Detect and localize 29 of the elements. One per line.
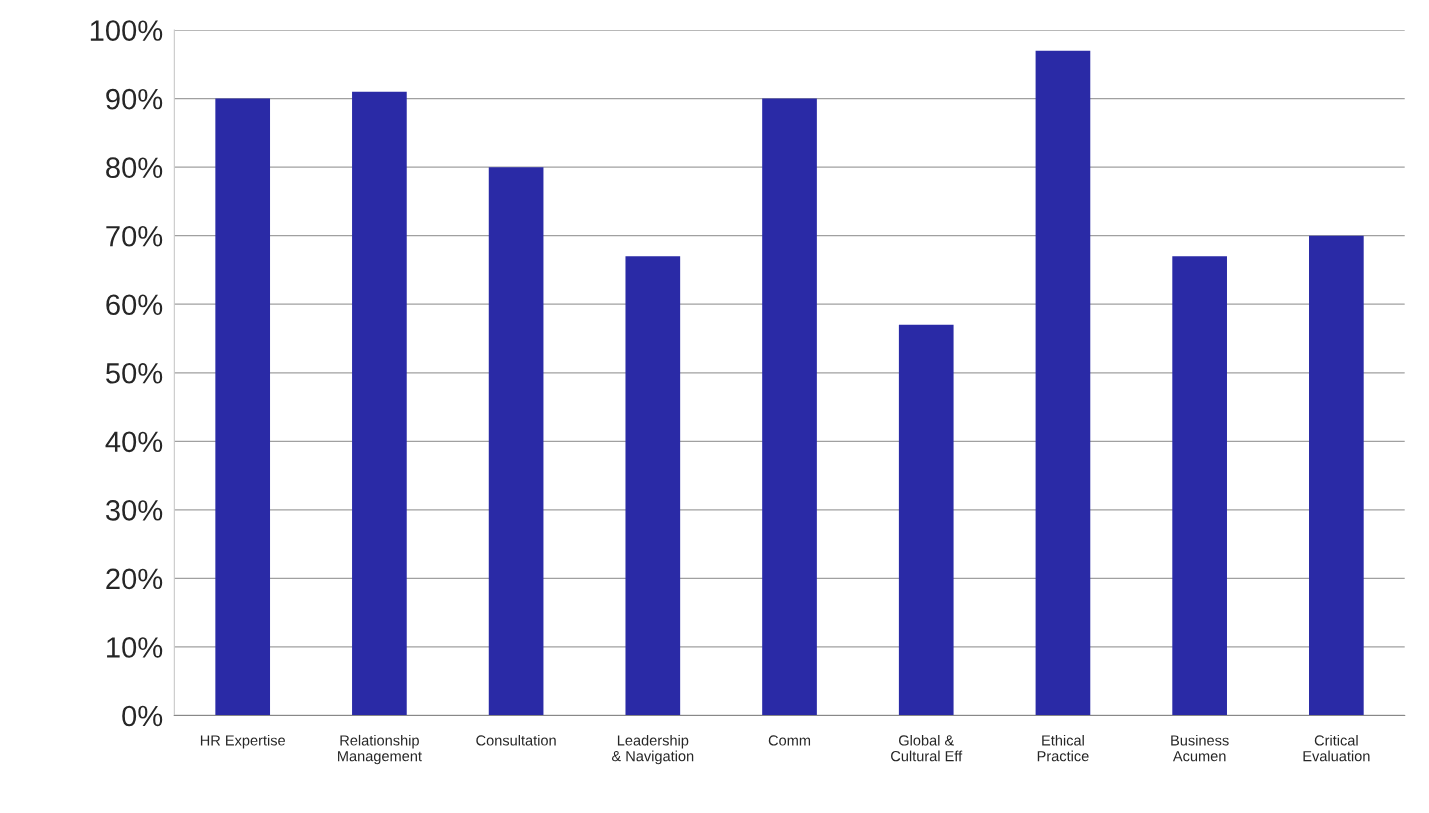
y-tick-label: 0% xyxy=(122,705,163,727)
x-tick-label: Comm xyxy=(768,735,811,746)
y-tick-label: 60% xyxy=(106,294,163,316)
y-tick-label: 40% xyxy=(105,431,163,453)
y-tick-label: 50% xyxy=(106,362,163,384)
bar xyxy=(625,256,681,716)
y-tick-label: 70% xyxy=(106,225,163,247)
bar xyxy=(352,91,407,716)
x-tick-label: Leadership & Navigation xyxy=(611,734,694,765)
y-tick-label: 100% xyxy=(90,20,163,41)
x-tick-label: Consultation xyxy=(476,734,556,746)
y-tick-label: 30% xyxy=(105,500,163,521)
y-tick-label: 80% xyxy=(106,157,163,179)
x-tick-label: Ethical Practice xyxy=(1037,734,1089,762)
bar xyxy=(898,324,954,716)
bar xyxy=(215,98,271,716)
y-tick-label: 10% xyxy=(107,637,163,658)
bar xyxy=(762,98,817,716)
x-tick-label: Relationship Management xyxy=(338,734,422,765)
y-tick-label: 20% xyxy=(106,568,163,590)
x-tick-label: Critical Evaluation xyxy=(1303,734,1370,762)
x-tick-label: HR Expertise xyxy=(200,734,285,749)
bar xyxy=(1309,235,1364,716)
x-tick-label: Global & Cultural Eff xyxy=(891,734,963,762)
bar xyxy=(1035,50,1091,716)
bar xyxy=(1172,256,1227,716)
bar xyxy=(488,167,544,716)
y-tick-label: 90% xyxy=(106,88,163,110)
x-tick-label: Business Acumen xyxy=(1171,734,1229,762)
